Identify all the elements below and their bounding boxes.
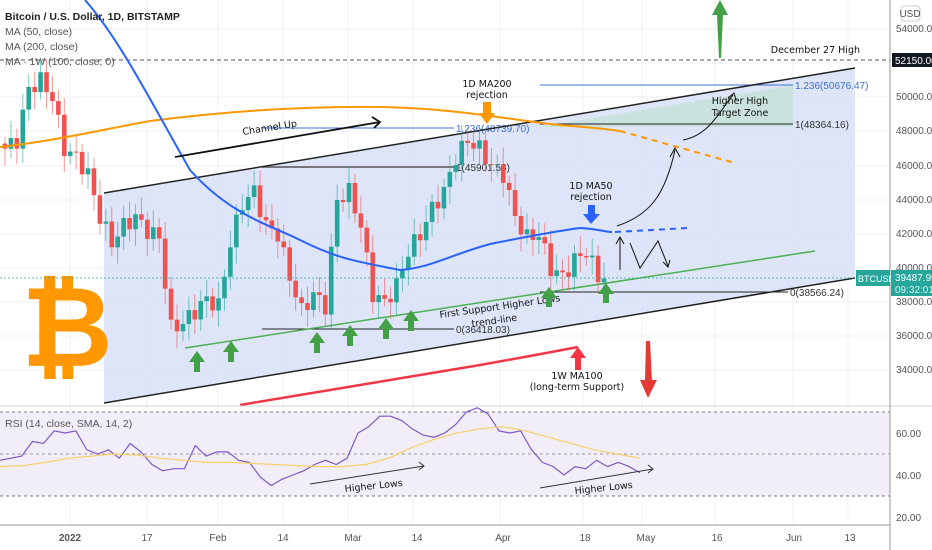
- current-symbol-tag: [856, 270, 890, 286]
- fib-0-upper-label: 0(38566.24): [790, 288, 844, 299]
- time-tick: 13: [844, 533, 856, 544]
- ma200-line: [0, 105, 621, 148]
- ma100-label-1: 1W MA100: [551, 371, 602, 382]
- ma50-rejection-label-2: rejection: [570, 192, 611, 203]
- green-up-arrow-icon: [223, 341, 239, 362]
- rsi-label: RSI (14, close, SMA, 14, 2): [5, 418, 132, 430]
- time-tick: May: [637, 533, 656, 544]
- fib-1-upper-label: 1(48364.16): [795, 120, 849, 131]
- price-tick: 46000.00: [896, 161, 932, 172]
- countdown-label: 09:32:01: [895, 285, 932, 296]
- price-tick: 42000.00: [896, 229, 932, 240]
- red-up-arrow-icon: [570, 347, 586, 370]
- channel-up-arrow: [174, 116, 382, 158]
- chart-legend: Bitcoin / U.S. Dollar, 1D, BITSTAMP MA (…: [5, 10, 180, 70]
- ma50-rejection-label-1: 1D MA50: [569, 181, 612, 192]
- currency-badge[interactable]: [900, 5, 921, 22]
- ma50-rejection-arrow-icon: [583, 205, 600, 224]
- ma200-rejection-label-2: rejection: [466, 90, 507, 101]
- chart-title: Bitcoin / U.S. Dollar, 1D, BITSTAMP: [5, 11, 180, 23]
- time-tick: Jun: [786, 533, 802, 544]
- green-up-arrow-icon: [378, 318, 394, 339]
- price-tick: 44000.00: [896, 195, 932, 206]
- channel-lower-line: [103, 277, 856, 404]
- candlesticks: [2, 58, 607, 349]
- rsi-tick: 40.00: [896, 471, 921, 482]
- dec27-high-label: December 27 High: [771, 45, 860, 56]
- support-trendline: [184, 250, 816, 349]
- rsi-sma-line: [0, 426, 641, 468]
- price-tick: 50000.00: [896, 92, 932, 103]
- bitcoin-logo-icon: ₿: [21, 263, 112, 393]
- time-tick: Apr: [495, 533, 511, 544]
- time-tick: 14: [277, 533, 289, 544]
- price-axis[interactable]: USD 54000.00 50000.00 48000.00 46000.00 …: [856, 0, 932, 550]
- rsi-tick: 20.00: [896, 513, 921, 524]
- price-tick: 34000.00: [896, 365, 932, 376]
- ma50-projection: [614, 227, 689, 233]
- time-tick: 17: [141, 533, 153, 544]
- target-curve-arrow: [682, 92, 737, 141]
- channel-up-label: Channel Up: [242, 118, 298, 137]
- dec27-price-tag: [892, 53, 932, 67]
- green-up-arrow-icon: [342, 325, 358, 346]
- price-tick: 36000.00: [896, 331, 932, 342]
- fib-1236-lower-label: 1.236(48739.70): [456, 124, 529, 135]
- rsi-tick: 60.00: [896, 429, 921, 440]
- rsi-line: [0, 407, 641, 487]
- green-up-arrow-icon: [189, 351, 205, 372]
- green-up-arrow-icon: [541, 287, 557, 307]
- ma200-rejection-arrow-icon: [479, 102, 495, 124]
- time-tick: 18: [579, 533, 591, 544]
- current-price-tag: [891, 270, 932, 296]
- price-tick: 54000.00: [896, 24, 932, 35]
- ma100-label-2: (long-term Support): [530, 382, 624, 393]
- green-up-arrow-icon: [403, 310, 419, 331]
- green-up-arrow-icon: [598, 283, 614, 303]
- zigzag-arrow: [629, 239, 671, 270]
- higher-low-arrows: [189, 283, 614, 372]
- target-zone-label-1: Higher High: [712, 96, 768, 107]
- indicator-ma50[interactable]: MA (50, close): [5, 26, 73, 38]
- target-zone-label-2: Target Zone: [711, 108, 769, 119]
- ma200-projection: [619, 130, 736, 164]
- target-zone: [540, 85, 793, 127]
- current-price-label: 39487.99: [895, 273, 932, 284]
- fib-1236-upper-label: 1.236(50676.47): [795, 81, 868, 92]
- ma200-rejection-label-1: 1D MA200: [462, 79, 511, 90]
- channel-up-zone: [104, 68, 855, 403]
- indicator-ma200[interactable]: MA (200, close): [5, 41, 78, 53]
- current-symbol-label: BTCUSD: [858, 274, 896, 284]
- big-green-up-arrow-icon: [712, 0, 728, 58]
- price-tick: 40000.00: [896, 263, 932, 274]
- rsi-higher-lows-arrow-2: [539, 464, 654, 489]
- green-up-arrow-icon: [309, 332, 325, 353]
- big-red-down-arrow-icon: [640, 341, 657, 398]
- fib-1-lower-label: 1(45901.58): [456, 163, 510, 174]
- time-tick: 2022: [59, 533, 82, 544]
- ma50-line: [84, 0, 613, 272]
- currency-label: USD: [899, 9, 920, 20]
- time-tick: Feb: [209, 533, 227, 544]
- time-tick: 14: [411, 533, 423, 544]
- up-arrow-small: [615, 235, 625, 270]
- projection-curve-arrow: [616, 146, 681, 227]
- ma100w-line: [239, 345, 579, 407]
- time-tick: 16: [711, 533, 723, 544]
- fib-0-lower-label: 0(36418.03): [456, 325, 510, 336]
- time-tick: Mar: [344, 533, 362, 544]
- time-axis[interactable]: 2022 17 Feb 14 Mar 14 Apr 18 May 16 Jun …: [59, 533, 856, 544]
- dec27-price-tag-label: 52150.00: [895, 56, 932, 67]
- indicator-ma100w[interactable]: MA · 1W (100, close, 0): [5, 56, 115, 68]
- rsi-higher-lows-arrow-1: [309, 461, 425, 485]
- price-tick: 48000.00: [896, 126, 932, 137]
- price-tick: 38000.00: [896, 297, 932, 308]
